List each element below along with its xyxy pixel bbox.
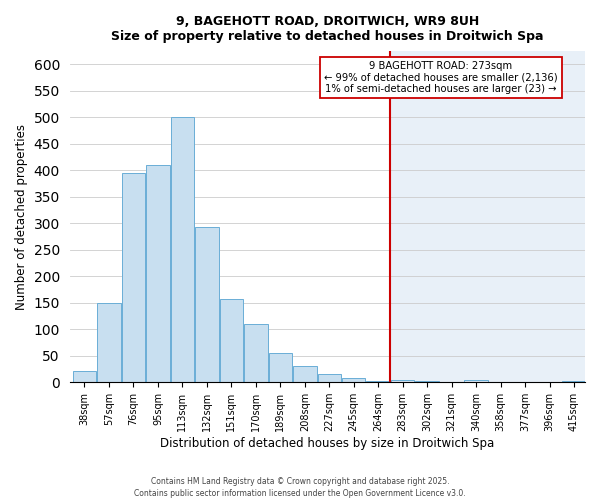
Bar — [220, 298, 243, 382]
Bar — [464, 380, 488, 382]
Bar — [195, 227, 218, 382]
Bar — [170, 118, 194, 382]
X-axis label: Distribution of detached houses by size in Droitwich Spa: Distribution of detached houses by size … — [160, 437, 494, 450]
Bar — [415, 381, 439, 382]
Bar — [70, 51, 391, 382]
Bar — [342, 378, 365, 382]
Bar — [562, 380, 586, 382]
Bar — [293, 366, 317, 382]
Bar — [244, 324, 268, 382]
Text: Contains HM Land Registry data © Crown copyright and database right 2025.
Contai: Contains HM Land Registry data © Crown c… — [134, 476, 466, 498]
Title: 9, BAGEHOTT ROAD, DROITWICH, WR9 8UH
Size of property relative to detached house: 9, BAGEHOTT ROAD, DROITWICH, WR9 8UH Siz… — [111, 15, 544, 43]
Bar — [391, 51, 585, 382]
Bar — [391, 380, 415, 382]
Bar — [367, 380, 390, 382]
Bar — [122, 173, 145, 382]
Bar — [73, 370, 96, 382]
Y-axis label: Number of detached properties: Number of detached properties — [15, 124, 28, 310]
Bar — [97, 303, 121, 382]
Bar — [317, 374, 341, 382]
Text: 9 BAGEHOTT ROAD: 273sqm
← 99% of detached houses are smaller (2,136)
1% of semi-: 9 BAGEHOTT ROAD: 273sqm ← 99% of detache… — [324, 61, 557, 94]
Bar — [146, 165, 170, 382]
Bar — [269, 353, 292, 382]
